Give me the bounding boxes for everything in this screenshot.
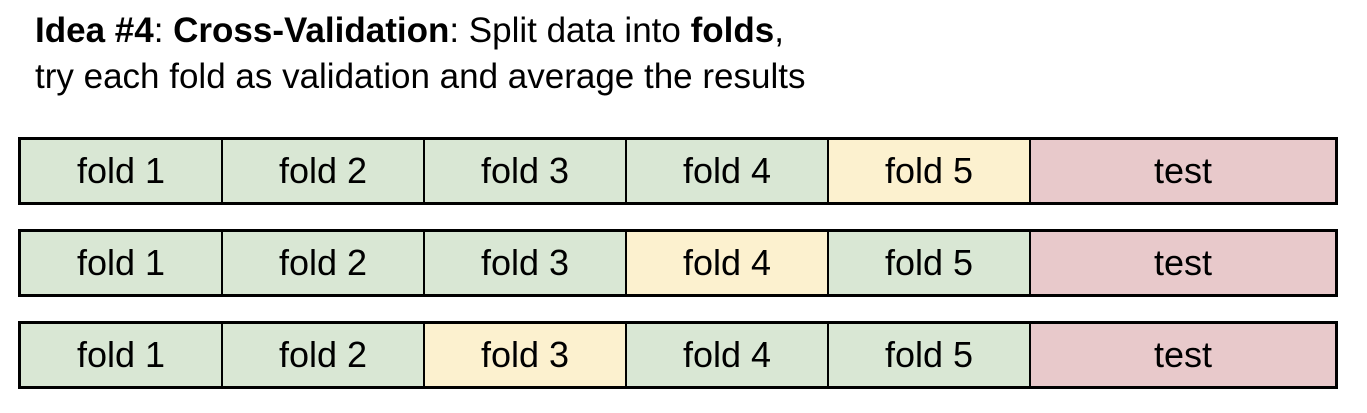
row-1-test-cell: test [1031,140,1335,202]
fold-row-1: fold 1 fold 2 fold 3 fold 4 fold 5 test [18,137,1338,205]
row-1-cell-3: fold 3 [425,140,627,202]
row-2-cell-2: fold 2 [223,232,425,294]
heading-line-1: Idea #4: Cross-Validation: Split data in… [35,8,805,54]
row-2-test-cell: test [1031,232,1335,294]
row-3-test-cell: test [1031,324,1335,386]
folds-word: folds [690,11,775,50]
row-3-cell-3: fold 3 [425,324,627,386]
heading-description: : Split data into [449,11,691,50]
fold-rows: fold 1 fold 2 fold 3 fold 4 fold 5 test … [18,137,1338,413]
row-1-cell-1: fold 1 [21,140,223,202]
row-1-cell-2: fold 2 [223,140,425,202]
heading: Idea #4: Cross-Validation: Split data in… [35,8,805,100]
row-2-cell-3: fold 3 [425,232,627,294]
row-3-cell-5: fold 5 [829,324,1031,386]
heading-comma: , [774,11,784,50]
heading-line-2: try each fold as validation and average … [35,57,806,96]
row-3-cell-1: fold 1 [21,324,223,386]
row-2-cell-1: fold 1 [21,232,223,294]
row-3-cell-4: fold 4 [627,324,829,386]
idea-label: Idea #4 [35,11,154,50]
row-2-cell-4: fold 4 [627,232,829,294]
row-1-cell-5: fold 5 [829,140,1031,202]
method-name: Cross-Validation [173,11,450,50]
row-2-cell-5: fold 5 [829,232,1031,294]
row-1-cell-4: fold 4 [627,140,829,202]
fold-row-3: fold 1 fold 2 fold 3 fold 4 fold 5 test [18,321,1338,389]
fold-row-2: fold 1 fold 2 fold 3 fold 4 fold 5 test [18,229,1338,297]
row-3-cell-2: fold 2 [223,324,425,386]
heading-separator: : [153,11,174,50]
